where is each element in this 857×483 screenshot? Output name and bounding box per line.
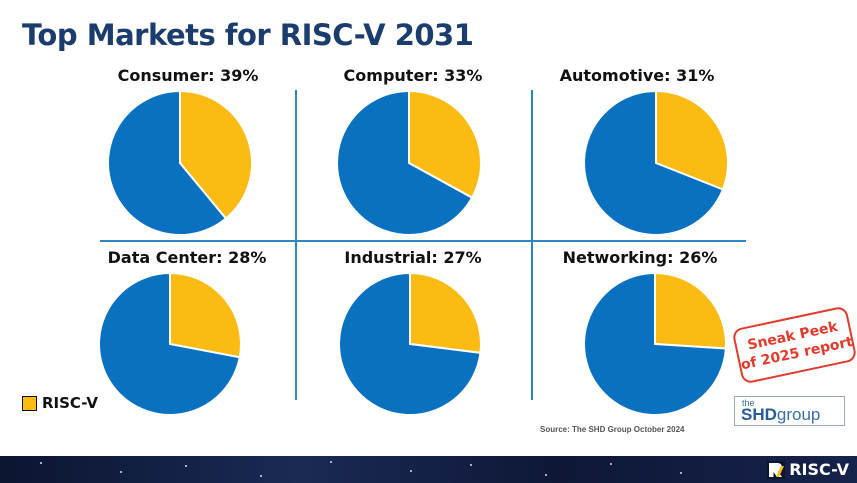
pie-slice-risc-v xyxy=(655,89,729,191)
pie-title-industrial: Industrial: 27% xyxy=(344,248,482,267)
pie-slice-risc-v xyxy=(654,271,727,350)
pie-slice-other xyxy=(107,89,228,236)
pie-slice-other xyxy=(583,271,727,416)
pie-chart-computer xyxy=(336,89,482,236)
divider-vertical-right xyxy=(531,90,533,400)
risc-v-logo: RISC-V xyxy=(767,460,849,479)
legend-label: RISC-V xyxy=(42,394,99,412)
pie-chart-industrial xyxy=(338,271,482,416)
pie-title-networking: Networking: 26% xyxy=(562,248,718,267)
star-decoration xyxy=(470,464,472,466)
pie-title-computer: Computer: 33% xyxy=(343,66,483,85)
legend: RISC-V xyxy=(22,394,98,412)
pie-slice-risc-v xyxy=(179,89,253,220)
star-decoration xyxy=(610,463,612,465)
legend-swatch-risc-v xyxy=(22,395,37,411)
source-note: Source: The SHD Group October 2024 xyxy=(540,425,685,434)
pie-slice-other xyxy=(583,89,725,236)
star-decoration xyxy=(185,465,187,467)
star-decoration xyxy=(120,471,122,473)
star-decoration xyxy=(330,461,332,463)
risc-v-logo-icon xyxy=(767,460,786,479)
page-title: Top Markets for RISC-V 2031 xyxy=(22,18,474,52)
pie-chart-networking xyxy=(583,271,727,416)
pie-title-data-center: Data Center: 28% xyxy=(107,248,267,267)
star-decoration xyxy=(40,462,42,464)
star-decoration xyxy=(410,470,412,472)
pie-slice-other xyxy=(338,271,482,416)
shd-logo-wordmark: SHDgroup xyxy=(741,405,821,424)
shd-logo-the: the xyxy=(742,398,755,408)
divider-vertical-left xyxy=(295,90,297,400)
pie-slice-other xyxy=(98,271,241,416)
pie-slice-risc-v xyxy=(408,89,482,200)
risc-v-logo-text: RISC-V xyxy=(789,460,849,479)
pie-title-automotive: Automotive: 31% xyxy=(559,66,715,85)
pie-slice-risc-v xyxy=(409,271,482,355)
sneak-peek-stamp: Sneak Peek of 2025 report xyxy=(731,305,857,385)
footer-band: RISC-V xyxy=(0,456,857,483)
pie-chart-data-center xyxy=(98,271,242,416)
pie-chart-consumer xyxy=(107,89,253,236)
shd-group-logo: the SHDgroup xyxy=(734,396,845,426)
divider-horizontal xyxy=(100,240,746,242)
pie-slice-other xyxy=(336,89,474,236)
pie-title-consumer: Consumer: 39% xyxy=(117,66,259,85)
star-decoration xyxy=(260,475,262,477)
pie-chart-automotive xyxy=(583,89,729,236)
star-decoration xyxy=(680,472,682,474)
star-decoration xyxy=(545,474,547,476)
pie-slice-risc-v xyxy=(169,271,242,359)
